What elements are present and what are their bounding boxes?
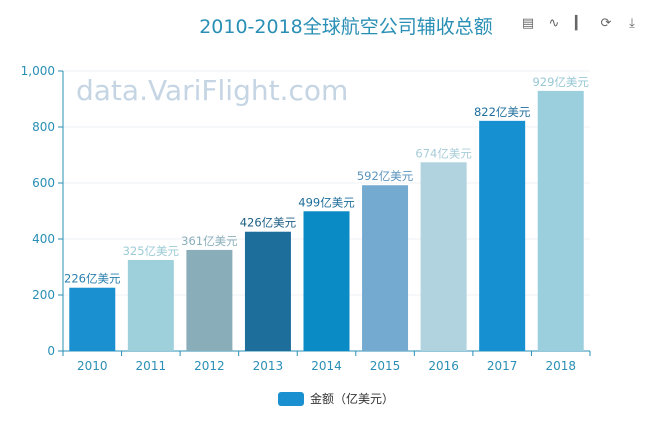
data-label: 822亿美元 (474, 105, 531, 119)
bar-2017 (479, 120, 526, 351)
bar-2012 (186, 249, 233, 351)
legend[interactable]: 金额（亿美元） (0, 390, 672, 407)
y-tick-label: 1,000 (21, 64, 55, 78)
y-tick-label: 0 (47, 344, 55, 358)
y-tick-label: 200 (32, 288, 55, 302)
bar-2011 (127, 260, 174, 351)
bar-2013 (244, 231, 291, 351)
legend-swatch (277, 391, 304, 406)
chart-title: 2010-2018全球航空公司辅收总额 (199, 16, 493, 38)
data-label: 674亿美元 (415, 146, 472, 160)
data-label: 426亿美元 (240, 216, 297, 230)
restore-icon[interactable]: ⟳ (600, 16, 612, 31)
y-tick-label: 600 (32, 176, 55, 190)
line-chart-icon[interactable]: ∿ (548, 16, 560, 31)
toolbox: ▤ ∿ ▎ ⟳ ⤓ (520, 16, 640, 32)
legend-label: 金额（亿美元） (309, 392, 394, 406)
x-tick-label: 2016 (428, 359, 459, 373)
x-tick-label: 2013 (253, 359, 284, 373)
x-tick-label: 2011 (136, 359, 167, 373)
y-tick-label: 400 (32, 232, 55, 246)
watermark: data.VariFlight.com (76, 74, 349, 107)
data-label: 325亿美元 (123, 244, 180, 258)
x-tick-label: 2012 (194, 359, 225, 373)
download-icon[interactable]: ⤓ (629, 16, 635, 31)
data-view-icon[interactable]: ▤ (521, 16, 535, 31)
data-label: 361亿美元 (181, 234, 238, 248)
bar-2018 (537, 90, 584, 351)
data-label: 929亿美元 (532, 75, 589, 89)
x-tick-label: 2014 (311, 359, 342, 373)
bar-2010 (69, 287, 116, 351)
y-tick-label: 800 (32, 120, 55, 134)
x-tick-label: 2018 (545, 359, 576, 373)
x-tick-label: 2015 (370, 359, 401, 373)
data-label: 499亿美元 (298, 195, 355, 209)
data-label: 592亿美元 (357, 169, 414, 183)
data-label: 226亿美元 (64, 272, 121, 286)
bar-2014 (303, 211, 350, 351)
bar-2016 (420, 162, 467, 351)
x-tick-label: 2017 (487, 359, 518, 373)
bar-2015 (362, 185, 409, 351)
bar-chart-icon[interactable]: ▎ (575, 16, 585, 31)
x-tick-label: 2010 (77, 359, 108, 373)
